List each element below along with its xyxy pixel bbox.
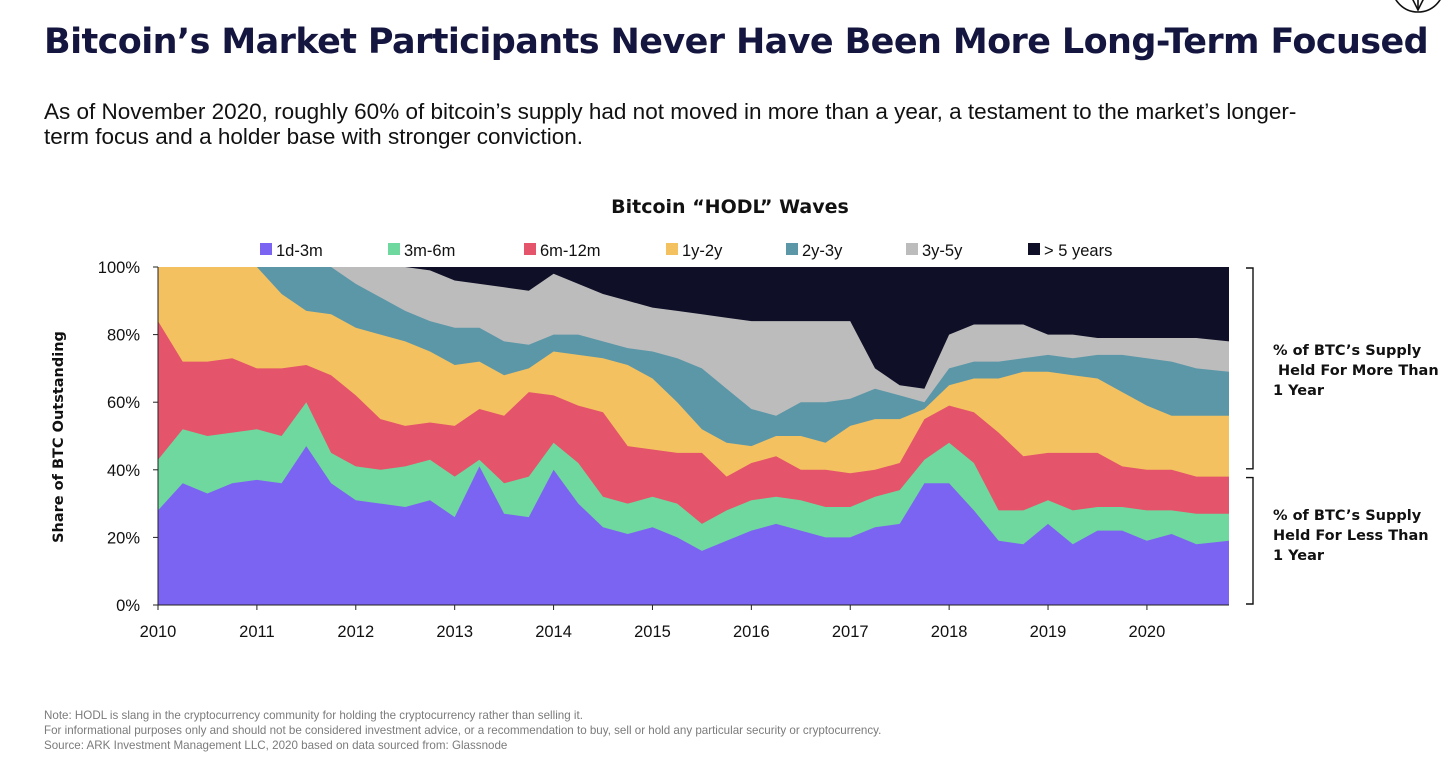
legend-label: 2y-3y bbox=[802, 242, 843, 260]
legend-item-3m-6m: 3m-6m bbox=[388, 242, 455, 260]
chart-title: Bitcoin “HODL” Waves bbox=[611, 196, 849, 218]
axes: 0% 20% 40% 60% 80% 100% 2010 2011 2012 2013 2014 20… bbox=[98, 259, 1229, 641]
legend-item-1d-3m: 1d-3m bbox=[260, 242, 323, 260]
legend-swatch bbox=[666, 243, 678, 255]
x-tick-label: 2016 bbox=[733, 623, 770, 641]
footnote-note: Note: HODL is slang in the cryptocurrenc… bbox=[44, 709, 583, 722]
legend-item-6m-12m: 6m-12m bbox=[524, 242, 601, 260]
x-tick-label: 2014 bbox=[535, 623, 572, 641]
y-tick-label: 0% bbox=[116, 597, 140, 615]
y-tick-label: 40% bbox=[107, 462, 140, 480]
annotation-text-line: 1 Year bbox=[1273, 548, 1325, 564]
area-1d-3m bbox=[158, 446, 1229, 605]
annotation-text-line: 1 Year bbox=[1273, 383, 1325, 399]
y-tick-label: 60% bbox=[107, 394, 140, 412]
legend-item-3y-5y: 3y-5y bbox=[906, 242, 963, 260]
hodl-waves-chart: Bitcoin “HODL” Waves Share of BTC Outsta… bbox=[51, 196, 1439, 641]
x-tick-label: 2019 bbox=[1030, 623, 1067, 641]
legend: 1d-3m 3m-6m 6m-12m 1y-2y 2y-3y 3y-5y > 5 years bbox=[260, 242, 1112, 260]
legend-item-1y-2y: 1y-2y bbox=[666, 242, 723, 260]
legend-swatch bbox=[388, 243, 400, 255]
annotation-text-line: Held For Less Than bbox=[1273, 528, 1429, 544]
legend-item-5-years: > 5 years bbox=[1028, 242, 1112, 260]
annotation-brackets: % of BTC’s Supply Held For More Than 1 Ye… bbox=[1246, 267, 1439, 605]
y-tick-label: 20% bbox=[107, 529, 140, 547]
annotation-text-line: Held For More Than bbox=[1273, 363, 1439, 379]
x-tick-label: 2012 bbox=[337, 623, 374, 641]
legend-swatch bbox=[786, 243, 798, 255]
legend-swatch bbox=[260, 243, 272, 255]
footnote-disclaimer: For informational purposes only and shou… bbox=[44, 724, 882, 737]
legend-item-2y-3y: 2y-3y bbox=[786, 242, 843, 260]
x-tick-label: 2015 bbox=[634, 623, 671, 641]
x-tick-label: 2010 bbox=[140, 623, 177, 641]
plot-areas bbox=[158, 267, 1229, 605]
legend-label: 3y-5y bbox=[922, 242, 963, 260]
annotation-bracket bbox=[1246, 267, 1254, 470]
legend-label: 1d-3m bbox=[276, 242, 323, 260]
y-tick-label: 80% bbox=[107, 327, 140, 345]
annotation-text-line: % of BTC’s Supply bbox=[1273, 343, 1422, 359]
x-tick-label: 2011 bbox=[239, 623, 274, 641]
x-tick-label: 2017 bbox=[832, 623, 869, 641]
ark-logo-icon bbox=[1395, 0, 1441, 13]
footnotes: Note: HODL is slang in the cryptocurrenc… bbox=[44, 708, 881, 753]
x-tick-label: 2013 bbox=[436, 623, 473, 641]
x-tick-label: 2018 bbox=[931, 623, 968, 641]
page-headline: Bitcoin’s Market Participants Never Have… bbox=[44, 22, 1429, 62]
y-tick-label: 100% bbox=[98, 259, 141, 277]
legend-label: 1y-2y bbox=[682, 242, 723, 260]
legend-swatch bbox=[1028, 243, 1040, 255]
legend-label: > 5 years bbox=[1044, 242, 1112, 260]
legend-label: 6m-12m bbox=[540, 242, 601, 260]
annotation-text-line: % of BTC’s Supply bbox=[1273, 508, 1422, 524]
legend-label: 3m-6m bbox=[404, 242, 455, 260]
y-axis-title: Share of BTC Outstanding bbox=[51, 331, 67, 543]
footnote-source: Source: ARK Investment Management LLC, 2… bbox=[44, 739, 508, 752]
page-subtitle: As of November 2020, roughly 60% of bitc… bbox=[44, 99, 1297, 149]
legend-swatch bbox=[524, 243, 536, 255]
annotation-bracket bbox=[1246, 476, 1254, 605]
legend-swatch bbox=[906, 243, 918, 255]
x-tick-label: 2020 bbox=[1129, 623, 1166, 641]
